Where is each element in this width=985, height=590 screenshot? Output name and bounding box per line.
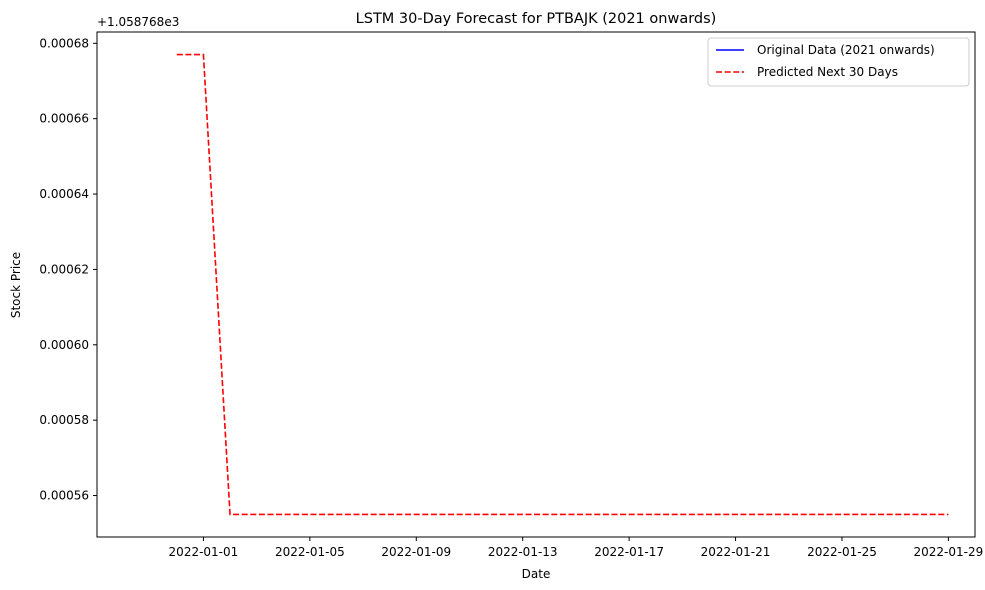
x-axis-ticks: 2022-01-01 2022-01-05 2022-01-09 2022-01-13… bbox=[169, 537, 984, 559]
x-tick-label: 2022-01-05 bbox=[275, 545, 345, 559]
y-tick-label: 0.00066 bbox=[39, 112, 89, 126]
y-tick-label: 0.00058 bbox=[39, 413, 89, 427]
x-tick-label: 2022-01-29 bbox=[914, 545, 984, 559]
plot-frame bbox=[96, 31, 976, 538]
legend-label-original: Original Data (2021 onwards) bbox=[757, 43, 935, 57]
x-tick-label: 2022-01-21 bbox=[701, 545, 771, 559]
y-tick-label: 0.00068 bbox=[39, 36, 89, 50]
y-tick-label: 0.00062 bbox=[39, 262, 89, 276]
plot-series bbox=[176, 53, 949, 516]
x-tick-label: 2022-01-25 bbox=[807, 545, 877, 559]
x-tick-label: 2022-01-01 bbox=[169, 545, 239, 559]
x-axis-label: Date bbox=[522, 567, 551, 581]
y-tick-label: 0.00060 bbox=[39, 338, 89, 352]
legend: Original Data (2021 onwards) Predicted N… bbox=[707, 37, 970, 87]
series-line-1 bbox=[176, 53, 949, 516]
x-tick-label: 2022-01-09 bbox=[381, 545, 451, 559]
y-axis-label: Stock Price bbox=[9, 252, 23, 318]
legend-label-predicted: Predicted Next 30 Days bbox=[757, 65, 898, 79]
x-tick-label: 2022-01-17 bbox=[594, 545, 664, 559]
y-tick-label: 0.00064 bbox=[39, 187, 89, 201]
y-offset-label: +1.058768e3 bbox=[97, 15, 179, 29]
chart-title: LSTM 30-Day Forecast for PTBAJK (2021 on… bbox=[356, 11, 717, 27]
legend-box bbox=[707, 37, 970, 87]
x-tick-label: 2022-01-13 bbox=[488, 545, 558, 559]
y-axis-ticks: 0.00056 0.00058 0.00060 0.00062 0.00064 0.000… bbox=[39, 36, 97, 503]
y-tick-label: 0.00056 bbox=[39, 489, 89, 503]
